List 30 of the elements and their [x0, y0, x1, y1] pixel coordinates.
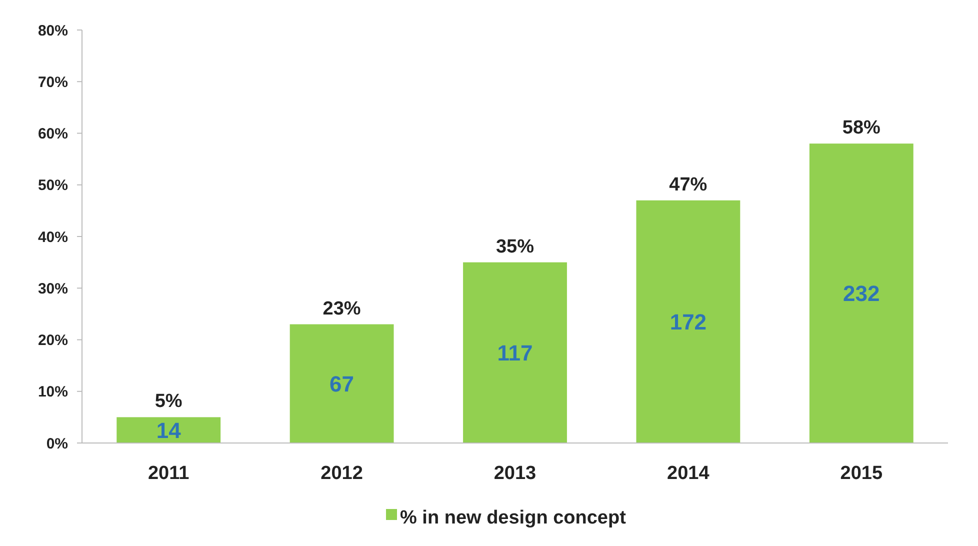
- x-tick-label: 2014: [667, 463, 710, 484]
- bar: [463, 262, 567, 443]
- data-label: 35%: [496, 236, 534, 258]
- bar: [809, 144, 914, 443]
- data-label: 47%: [669, 174, 708, 196]
- y-tick-label: 70%: [38, 74, 68, 91]
- bar: [116, 417, 221, 443]
- annotation: 67: [330, 371, 354, 396]
- legend-label: % in new design concept: [400, 508, 627, 529]
- annotation: 117: [497, 340, 533, 366]
- y-tick-label: 60%: [38, 126, 68, 142]
- y-tick-label: 30%: [38, 280, 68, 298]
- annotation: 14: [156, 418, 182, 443]
- y-tick-label: 80%: [38, 22, 68, 40]
- data-label: 58%: [842, 118, 881, 139]
- y-tick-label: 50%: [38, 177, 68, 194]
- y-tick-label: 40%: [38, 228, 68, 246]
- annotation: 232: [843, 280, 880, 306]
- annotation: 172: [670, 309, 707, 334]
- x-tick-label: 2013: [494, 463, 536, 484]
- bar: [290, 324, 394, 443]
- data-label: 23%: [322, 298, 361, 320]
- x-tick-label: 2011: [148, 463, 190, 484]
- y-tick-label: 0%: [46, 435, 68, 452]
- x-tick-label: 2015: [840, 463, 883, 484]
- x-tick-label: 2012: [320, 463, 363, 484]
- bar: [636, 200, 740, 443]
- y-tick-label: 10%: [38, 384, 68, 401]
- y-tick-label: 20%: [38, 332, 68, 349]
- data-label: 5%: [154, 391, 182, 412]
